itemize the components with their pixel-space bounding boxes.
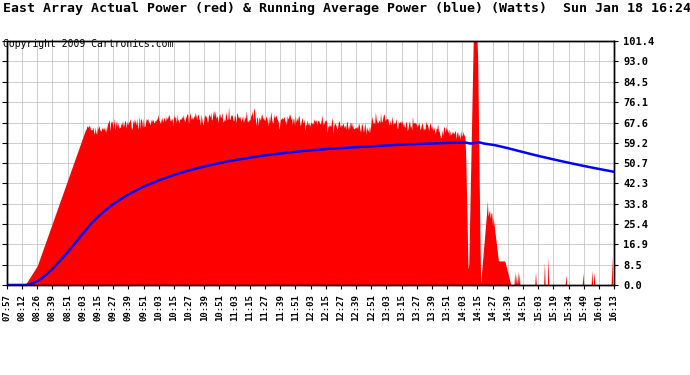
Text: East Array Actual Power (red) & Running Average Power (blue) (Watts)  Sun Jan 18: East Array Actual Power (red) & Running … bbox=[3, 2, 690, 15]
Text: Copyright 2009 Cartronics.com: Copyright 2009 Cartronics.com bbox=[3, 39, 174, 50]
